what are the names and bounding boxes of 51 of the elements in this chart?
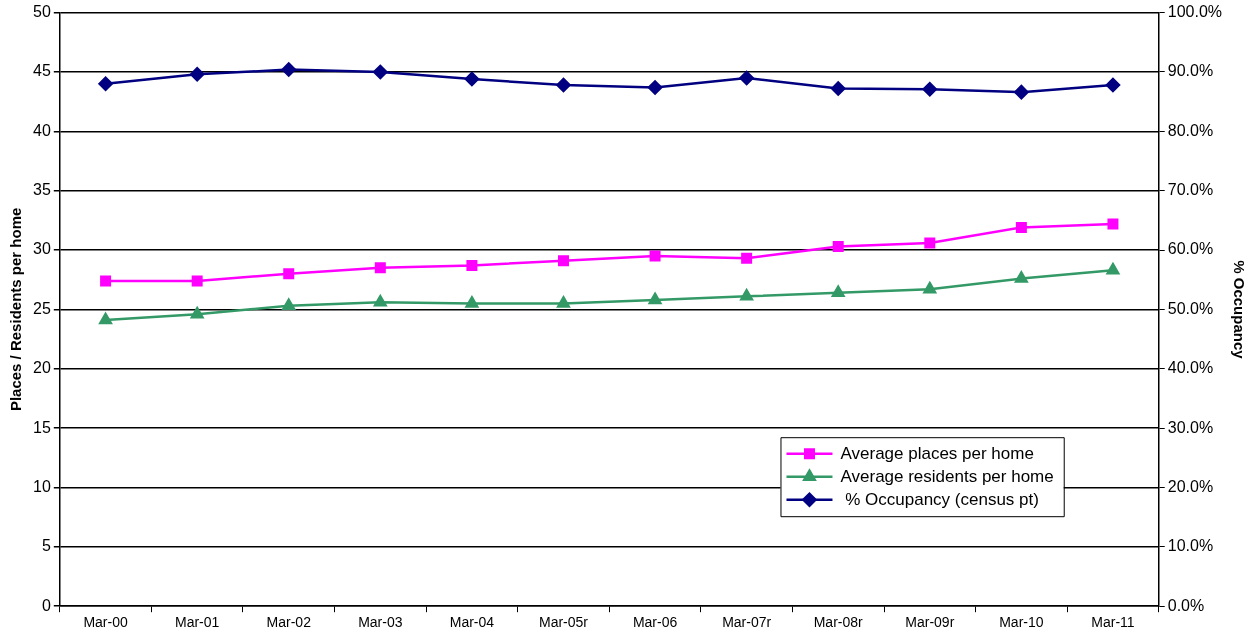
x-tick-label: Mar-10 (999, 614, 1044, 631)
y-tick-label: 20 (33, 359, 51, 377)
y2-axis-title: % Occupancy (1230, 260, 1248, 360)
point (464, 71, 480, 87)
y2-tick-label: 100.0% (1167, 3, 1222, 21)
y2-tick-label: 30.0% (1167, 418, 1214, 436)
x-tick-label: Mar-03 (358, 614, 403, 631)
point (189, 67, 205, 82)
legend-label: Average residents per home (840, 467, 1054, 487)
y-axis-title: Places / Residents per home (7, 207, 25, 412)
y-tick-label: 30 (33, 240, 51, 258)
y-tick-label: 25 (33, 299, 51, 317)
point (647, 80, 663, 95)
y2-tick-label: 70.0% (1167, 181, 1214, 199)
x-tick-label: Mar-05r (538, 614, 589, 631)
legend-label: % Occupancy (census pt) (840, 490, 1039, 510)
x-tick-label: Mar-07r (722, 614, 772, 631)
legend-label: Average places per home (840, 444, 1034, 464)
x-tick-label: Mar-11 (1091, 614, 1135, 631)
y2-tick-label: 10.0% (1167, 537, 1214, 555)
y2-tick-label: 0.0% (1167, 596, 1205, 614)
point (1014, 84, 1029, 100)
point (830, 81, 846, 96)
y2-tick-label: 40.0% (1167, 359, 1214, 377)
y2-tick-label: 80.0% (1167, 121, 1214, 139)
point (556, 77, 571, 93)
x-tick-label: Mar-00 (83, 614, 128, 631)
x-tick-label: Mar-04 (449, 614, 495, 631)
y2-tick-label: 60.0% (1167, 240, 1214, 258)
y2-tick-label: 20.0% (1167, 477, 1214, 495)
x-tick-label: Mar-09r (905, 614, 955, 631)
point (281, 62, 296, 77)
y-tick-label: 50 (33, 3, 51, 21)
y-tick-label: 35 (33, 181, 51, 199)
y-tick-label: 10 (33, 477, 51, 495)
point (373, 64, 388, 80)
y-tick-label: 45 (33, 62, 51, 80)
point (739, 70, 754, 86)
x-tick-label: Mar-08r (813, 614, 864, 631)
y-tick-label: 40 (33, 121, 51, 139)
x-tick-label: Mar-06 (632, 614, 678, 631)
y2-tick-label: 90.0% (1167, 62, 1214, 80)
y-tick-label: 15 (33, 418, 51, 436)
y-tick-label: 5 (41, 537, 51, 555)
point (98, 76, 113, 92)
y2-tick-label: 50.0% (1167, 299, 1214, 317)
x-tick-label: Mar-01 (174, 614, 220, 631)
x-tick-label: Mar-02 (266, 614, 312, 631)
y-tick-label: 0 (41, 596, 51, 614)
point (1105, 77, 1121, 93)
point (922, 81, 938, 97)
